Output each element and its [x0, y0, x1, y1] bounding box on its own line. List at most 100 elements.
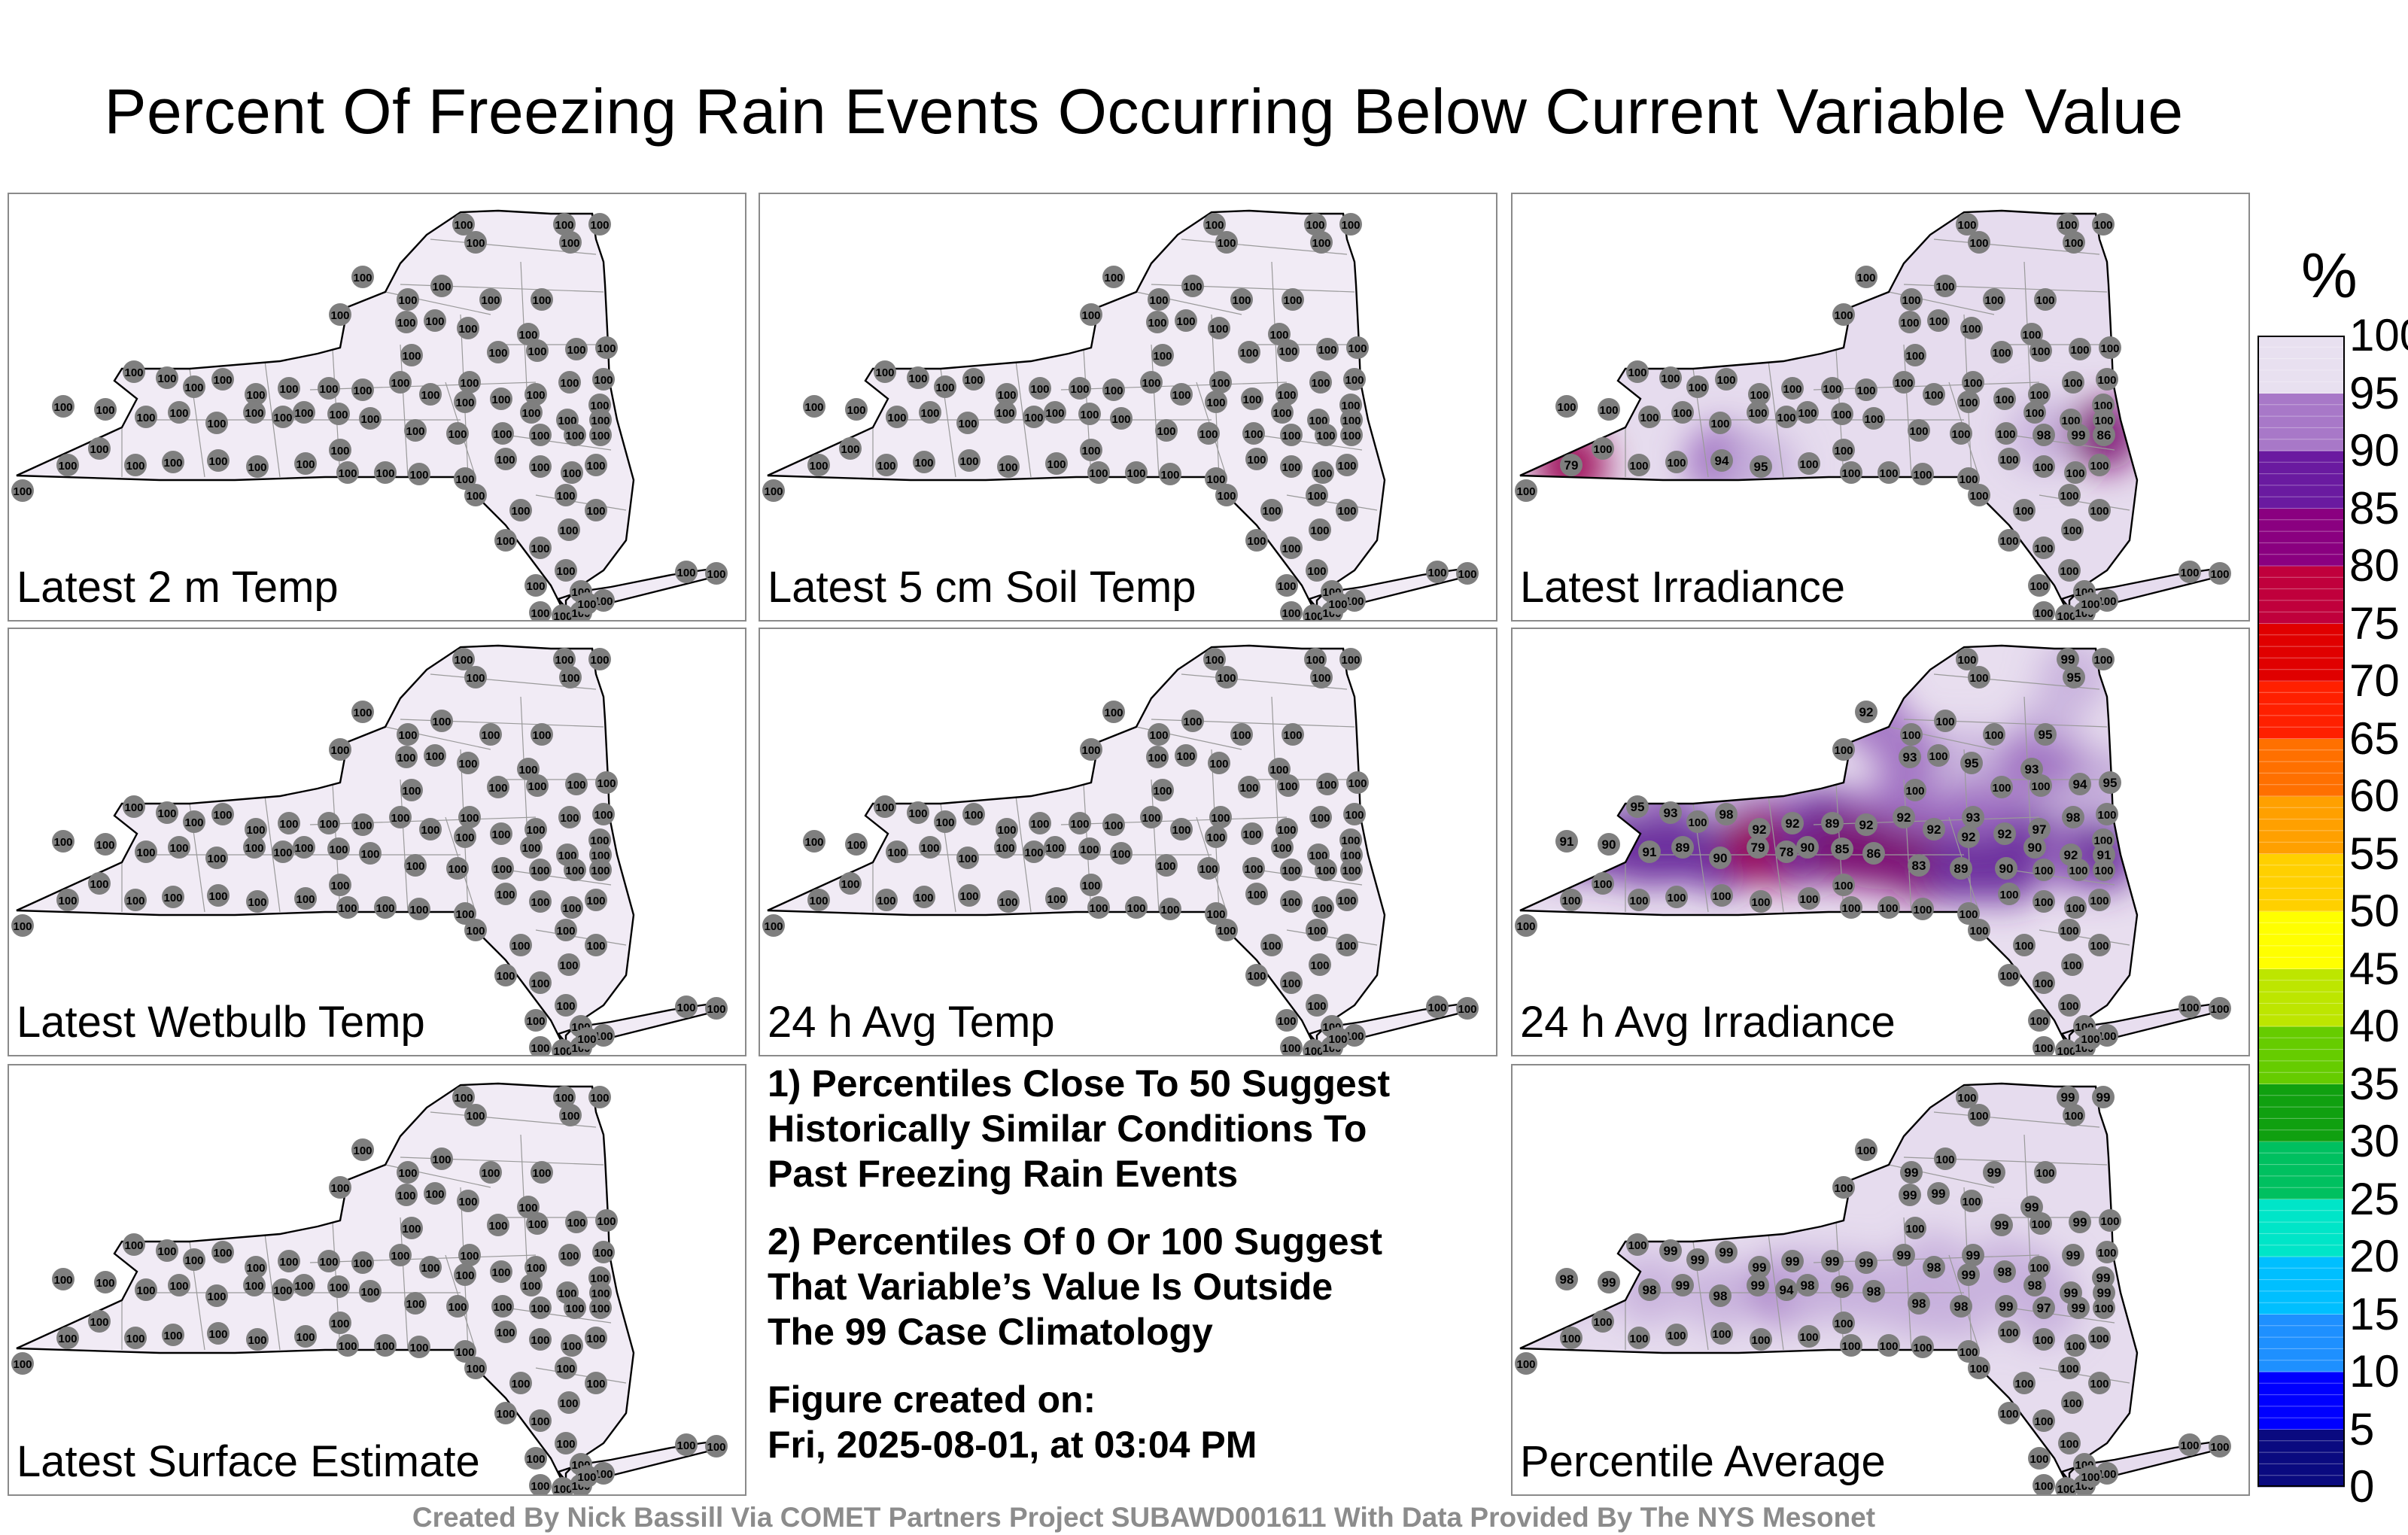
station-marker: 100	[329, 303, 351, 326]
station-dot	[1029, 377, 1051, 400]
station-dot	[509, 499, 532, 521]
station-marker: 100	[404, 419, 427, 442]
station-dot	[2033, 1474, 2055, 1494]
station-value: 100	[999, 461, 1017, 474]
station-dot	[962, 803, 985, 825]
station-marker: 97	[2028, 818, 2051, 840]
station-dot	[997, 890, 1020, 913]
station-marker: 100	[845, 833, 868, 856]
station-dot	[1855, 378, 1877, 401]
station-value: 100	[1262, 505, 1281, 518]
station-marker: 100	[509, 934, 532, 956]
station-marker: 100	[531, 723, 553, 746]
station-dot	[1260, 934, 1283, 956]
station-dot	[351, 266, 374, 288]
station-marker: 100	[994, 836, 1017, 859]
station-value: 94	[2073, 777, 2087, 792]
station-dot	[1775, 406, 1798, 428]
station-marker: 100	[329, 738, 351, 761]
station-value: 100	[1282, 430, 1300, 442]
station-dot	[404, 419, 427, 442]
station-marker: 100	[1840, 896, 1862, 919]
station-value: 100	[1777, 412, 1795, 424]
station-value: 100	[1217, 672, 1236, 685]
station-value: 100	[2022, 329, 2041, 342]
station-dot	[446, 857, 469, 880]
station-dot	[1877, 461, 1900, 484]
station-marker: 100	[1215, 919, 1238, 941]
station-marker: 100	[1798, 887, 1820, 910]
station-marker: 100	[183, 375, 205, 398]
station-value: 100	[1242, 394, 1261, 406]
station-marker: 100	[400, 1217, 423, 1239]
colorbar-tick-label: 35	[2349, 1058, 2400, 1109]
station-value: 100	[1929, 750, 1947, 763]
station-marker: 100	[845, 398, 868, 421]
station-dot	[1102, 266, 1125, 288]
station-marker: 100	[875, 454, 898, 476]
station-dot	[1275, 1009, 1298, 1032]
station-marker: 100	[762, 914, 785, 937]
station-marker: 100	[464, 231, 487, 254]
station-marker: 100	[2033, 971, 2055, 994]
station-marker: 100	[1665, 886, 1688, 908]
station-value: 100	[1516, 920, 1535, 933]
station-value: 100	[999, 896, 1017, 909]
station-marker: 100	[272, 1278, 294, 1301]
station-dot	[526, 1212, 549, 1235]
station-value: 100	[1239, 347, 1258, 360]
station-dot	[558, 518, 580, 541]
station-value: 100	[804, 401, 823, 414]
station-value: 100	[375, 1340, 394, 1353]
station-dot	[245, 383, 267, 406]
station-dot	[207, 449, 230, 472]
station-marker: 100	[1336, 889, 1358, 911]
station-dot	[1555, 1268, 1578, 1290]
station-marker: 99	[1781, 1250, 1804, 1272]
colorbar-tick-label: 25	[2349, 1173, 2400, 1224]
station-marker: 100	[2028, 1447, 2051, 1470]
station-dot	[329, 1312, 351, 1334]
station-dot	[52, 1268, 74, 1290]
station-marker: 100	[803, 395, 825, 418]
station-marker: 100	[2058, 484, 2081, 506]
station-value: 100	[245, 1280, 263, 1293]
station-value: 100	[496, 535, 515, 548]
station-value: 100	[1337, 940, 1356, 953]
station-dot	[452, 1086, 475, 1108]
station-dot	[529, 424, 552, 446]
station-value: 100	[391, 377, 409, 390]
colorbar-tick-label: 40	[2349, 1001, 2400, 1051]
station-dot	[2013, 499, 2036, 521]
station-dot	[994, 401, 1017, 424]
station-value: 99	[1999, 1299, 2014, 1314]
station-marker: 100	[1280, 890, 1303, 913]
station-marker: 100	[490, 388, 512, 410]
station-value: 100	[590, 654, 609, 667]
station-marker: 100	[2088, 1327, 2111, 1349]
station-marker: 100	[1275, 818, 1298, 840]
colorbar-tick-label: 50	[2349, 886, 2400, 936]
station-dot	[351, 378, 374, 401]
station-dot	[458, 806, 481, 828]
station-dot	[1282, 288, 1304, 311]
station-dot	[558, 806, 581, 828]
station-value: 100	[1244, 863, 1263, 876]
station-marker: 100	[1831, 403, 1853, 425]
station-dot	[529, 455, 552, 478]
station-value: 100	[1929, 315, 1947, 328]
station-dot	[1998, 1321, 2020, 1343]
station-value: 93	[1903, 750, 1917, 764]
station-dot	[1638, 840, 1661, 863]
station-value: 100	[488, 347, 507, 360]
station-marker: 100	[839, 872, 862, 895]
station-value: 100	[360, 1286, 379, 1299]
station-marker: 100	[555, 919, 577, 941]
station-marker: 100	[11, 914, 34, 937]
station-dot	[464, 231, 487, 254]
station-dot	[1659, 801, 1682, 824]
station-value: 100	[2063, 377, 2082, 390]
station-dot	[1125, 896, 1148, 919]
station-marker: 100	[359, 1280, 382, 1302]
station-marker: 100	[524, 574, 547, 597]
